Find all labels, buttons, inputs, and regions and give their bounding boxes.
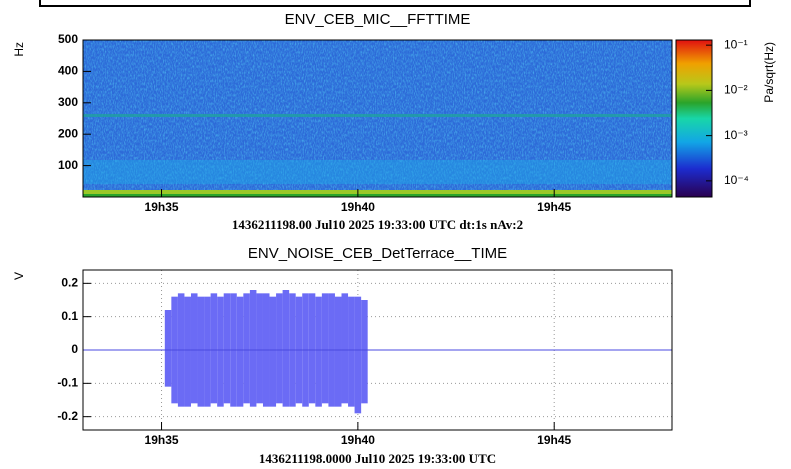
signal-band: [243, 293, 250, 404]
y-tick-label: 400: [58, 64, 78, 78]
signal-band: [164, 310, 172, 387]
plot-frame: [82, 269, 673, 431]
signal-band: [269, 296, 277, 407]
signal-band: [334, 296, 342, 407]
timeseries-panel: ENV_NOISE_CEB_DetTerrace__TIME 1436211198…: [12, 245, 673, 466]
y-tick-label: 0.1: [61, 309, 78, 323]
signal-band: [315, 296, 322, 407]
colorbar-tick-label: 10⁻¹: [724, 37, 748, 51]
spectrogram-texture: [83, 40, 672, 197]
colorbar-tick-label: 10⁻³: [724, 128, 748, 142]
signal-band: [256, 293, 263, 404]
spectrogram-band: [83, 160, 672, 184]
x-tick-label: 19h35: [145, 433, 179, 447]
spectrogram-panel: ENV_CEB_MIC__FFTTIME 1436211198.00 Jul10 …: [12, 11, 776, 232]
y-tick-label: 100: [58, 158, 78, 172]
signal-band: [204, 296, 211, 407]
signal-band: [210, 293, 218, 404]
x-tick-label: 19h45: [537, 200, 571, 214]
signal-band: [217, 296, 224, 407]
signal-band: [348, 296, 355, 407]
signal-band: [308, 293, 316, 404]
signal-band: [282, 290, 290, 407]
spectrogram-band: [83, 194, 672, 197]
signal-band: [321, 293, 329, 404]
spectrogram-line: [83, 114, 672, 117]
spectrogram-band: [83, 190, 672, 194]
signal-band: [341, 293, 349, 404]
signal-band: [184, 296, 191, 407]
signal-band: [223, 293, 231, 404]
y-tick-label: -0.2: [57, 409, 78, 423]
y-tick-label: 0.2: [61, 276, 78, 290]
y-tick-label: 0: [71, 342, 78, 356]
colorbar-tick-label: 10⁻⁴: [724, 173, 749, 187]
signal-band: [190, 293, 198, 404]
signal-band: [197, 296, 205, 407]
x-tick-label: 19h40: [341, 200, 375, 214]
colorbar-tick-label: 10⁻²: [724, 83, 748, 97]
footer: 1436211198.00 Jul10 2025 19:33:00 UTC dt…: [232, 217, 523, 232]
y-tick-label: -0.1: [57, 376, 78, 390]
footer: 1436211198.0000 Jul10 2025 19:33:00 UTC: [259, 451, 496, 466]
signal-band: [361, 300, 368, 404]
colorbar: [675, 39, 713, 198]
colorbar-label: Pa/sqrt(Hz): [762, 42, 776, 103]
signal-band: [276, 293, 283, 404]
y-tick-label: 300: [58, 95, 78, 109]
y-tick-label: 200: [58, 126, 78, 140]
y-axis-label: Hz: [12, 42, 26, 57]
signal-band: [236, 296, 244, 407]
y-axis-label: V: [12, 272, 26, 280]
y-tick-label: 500: [58, 32, 78, 46]
top-frame: [39, 0, 751, 7]
plot-frame: [82, 39, 673, 198]
signal-band: [354, 296, 362, 414]
x-tick-label: 19h45: [537, 433, 571, 447]
x-tick-label: 19h40: [341, 433, 375, 447]
signal-band: [249, 290, 257, 407]
x-tick-label: 19h35: [145, 200, 179, 214]
chart-title: ENV_NOISE_CEB_DetTerrace__TIME: [248, 245, 507, 262]
chart-title: ENV_CEB_MIC__FFTTIME: [285, 11, 471, 28]
